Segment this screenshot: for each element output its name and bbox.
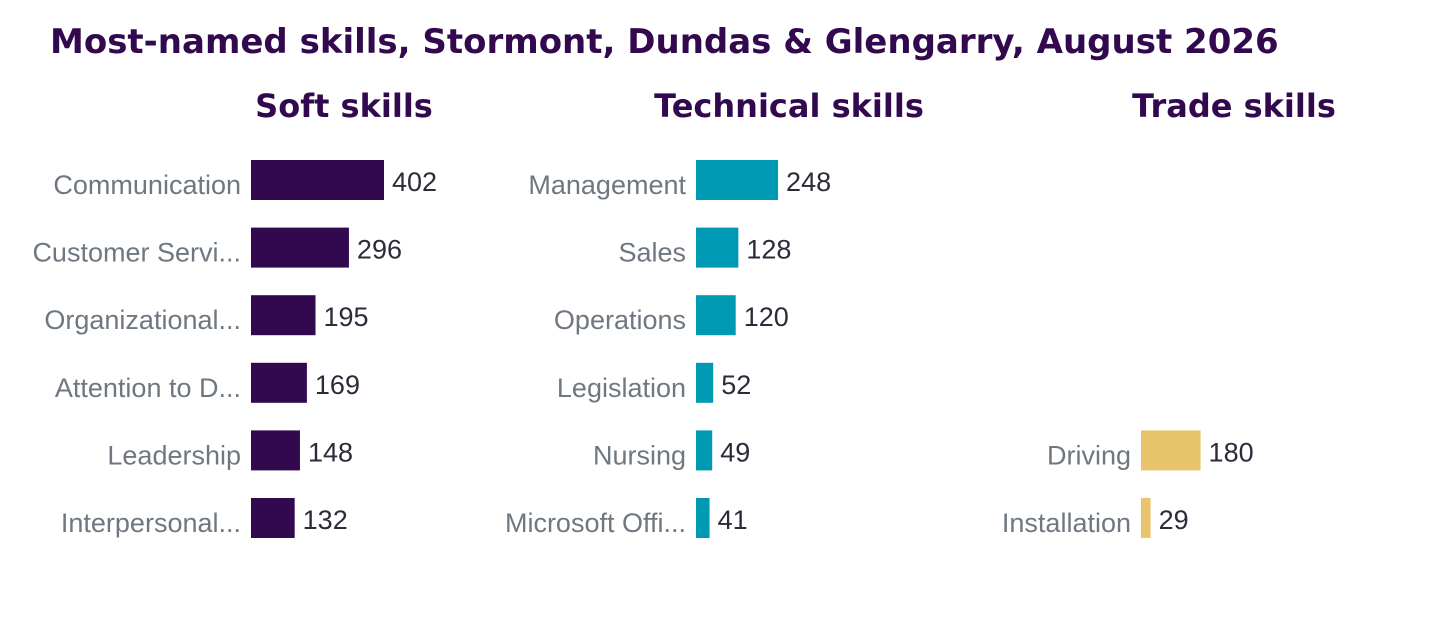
- bar: [251, 362, 307, 403]
- value-label: 29: [1159, 505, 1189, 535]
- bar: [251, 430, 300, 471]
- value-label: 248: [786, 167, 831, 197]
- category-label: Operations: [554, 305, 686, 335]
- category-label: Driving: [1047, 440, 1131, 470]
- value-label: 296: [357, 235, 402, 265]
- bar: [1141, 430, 1201, 471]
- panel-title: Technical skills: [654, 87, 924, 125]
- category-label: Attention to D...: [55, 373, 241, 403]
- category-label: Management: [528, 170, 686, 200]
- value-label: 41: [718, 505, 748, 535]
- bar: [696, 295, 736, 336]
- category-label: Interpersonal...: [61, 508, 241, 538]
- bar: [251, 498, 295, 538]
- category-label: Microsoft Offi...: [505, 508, 686, 538]
- value-label: 120: [744, 302, 789, 332]
- value-label: 195: [324, 302, 369, 332]
- category-label: Communication: [53, 170, 241, 200]
- bar: [696, 160, 779, 200]
- value-label: 128: [746, 235, 791, 265]
- panel-title: Trade skills: [1132, 87, 1336, 125]
- panel-title: Soft skills: [255, 87, 433, 125]
- bar: [696, 362, 714, 403]
- bar: [1141, 498, 1151, 538]
- chart-title: Most-named skills, Stormont, Dundas & Gl…: [50, 22, 1279, 62]
- bar: [251, 160, 384, 200]
- value-label: 52: [721, 370, 751, 400]
- value-label: 180: [1209, 437, 1254, 467]
- category-label: Leadership: [107, 440, 241, 470]
- value-label: 49: [720, 437, 750, 467]
- category-label: Nursing: [593, 440, 686, 470]
- category-label: Organizational...: [44, 305, 241, 335]
- bar: [251, 227, 349, 268]
- value-label: 169: [315, 370, 360, 400]
- bar: [696, 430, 713, 471]
- value-label: 132: [303, 505, 348, 535]
- category-label: Customer Servi...: [32, 238, 241, 268]
- value-label: 148: [308, 437, 353, 467]
- bar: [696, 227, 739, 268]
- category-label: Legislation: [557, 373, 686, 403]
- chart-panels: Soft skills Communication 402 Customer Serv…: [32, 87, 1336, 538]
- bar: [251, 295, 316, 336]
- category-label: Sales: [618, 238, 686, 268]
- bar: [696, 498, 710, 538]
- category-label: Installation: [1002, 508, 1131, 538]
- value-label: 402: [392, 167, 437, 197]
